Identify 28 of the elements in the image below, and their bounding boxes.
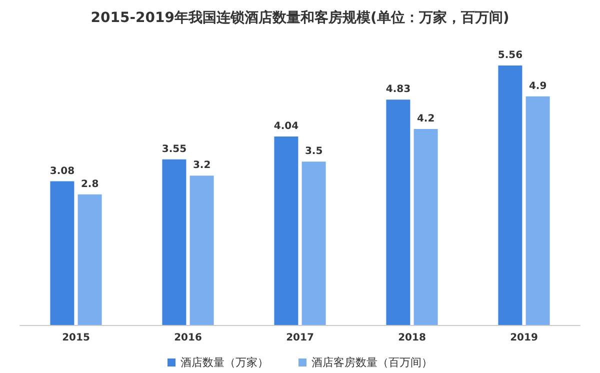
bar (526, 96, 550, 325)
data-label: 5.56 (498, 50, 523, 62)
x-tick-label: 2019 (510, 332, 538, 344)
data-label: 3.5 (304, 146, 323, 158)
legend-label: 酒店数量（万家） (180, 356, 268, 369)
bar (78, 194, 102, 325)
bar (386, 100, 410, 325)
data-label: 4.04 (274, 120, 299, 132)
bar (162, 159, 186, 325)
bar (50, 181, 74, 325)
data-label: 3.08 (50, 166, 75, 177)
legend-label: 酒店客房数量（百万间） (312, 356, 432, 369)
x-tick-label: 2015 (62, 332, 90, 344)
data-label: 3.2 (192, 160, 211, 172)
data-label: 4.2 (416, 114, 435, 124)
data-label: 3.55 (162, 144, 187, 155)
x-tick-label: 2016 (174, 332, 202, 344)
bar (302, 162, 326, 325)
chart-title: 2015-2019年我国连锁酒店数量和客房规模(单位：万家，百万间) (90, 9, 510, 26)
x-tick-label: 2018 (398, 332, 426, 344)
x-tick-label: 2017 (286, 332, 314, 344)
bar (190, 176, 214, 325)
bar (414, 129, 438, 325)
bar (274, 136, 298, 325)
data-label: 2.8 (80, 178, 99, 190)
data-label: 4.83 (386, 84, 411, 96)
data-label: 4.9 (528, 80, 547, 92)
bar (498, 66, 522, 325)
